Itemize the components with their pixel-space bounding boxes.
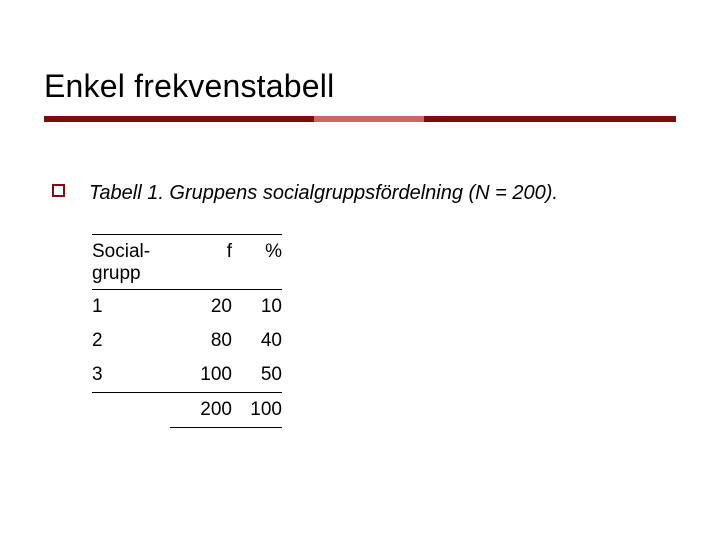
rule-segment-dark-2 xyxy=(424,116,676,122)
table-row: 3 100 50 xyxy=(92,358,282,393)
table-caption: Tabell 1. Gruppens socialgruppsfördelnin… xyxy=(89,180,558,206)
table-row: 1 20 10 xyxy=(92,290,282,325)
col-header-pct: % xyxy=(232,235,282,290)
col-header-group-line2: grupp xyxy=(92,263,141,284)
cell-pct: 10 xyxy=(232,290,282,325)
col-header-f: f xyxy=(170,235,232,290)
col-header-group: Social- grupp xyxy=(92,235,170,290)
bullet-icon xyxy=(52,184,65,197)
col-header-group-line1: Social- xyxy=(92,241,150,262)
caption-row: Tabell 1. Gruppens socialgruppsfördelnin… xyxy=(52,180,558,206)
rule-segment-light xyxy=(314,116,424,122)
slide-title: Enkel frekvenstabell xyxy=(44,68,334,105)
table-total-row: 200 100 xyxy=(92,393,282,428)
table-row: 2 80 40 xyxy=(92,324,282,358)
cell-pct-total: 100 xyxy=(232,393,282,428)
title-underline xyxy=(44,116,676,122)
rule-segment-dark xyxy=(44,116,314,122)
cell-f: 100 xyxy=(170,358,232,393)
cell-f: 20 xyxy=(170,290,232,325)
cell-f-total: 200 xyxy=(170,393,232,428)
cell-pct: 50 xyxy=(232,358,282,393)
cell-group: 1 xyxy=(92,290,170,325)
cell-group-total xyxy=(92,393,170,428)
cell-f: 80 xyxy=(170,324,232,358)
cell-group: 3 xyxy=(92,358,170,393)
frequency-table: Social- grupp f % 1 20 10 2 80 40 3 100 … xyxy=(92,234,282,428)
table-header-row: Social- grupp f % xyxy=(92,235,282,290)
slide: Enkel frekvenstabell Tabell 1. Gruppens … xyxy=(0,0,720,540)
cell-group: 2 xyxy=(92,324,170,358)
cell-pct: 40 xyxy=(232,324,282,358)
